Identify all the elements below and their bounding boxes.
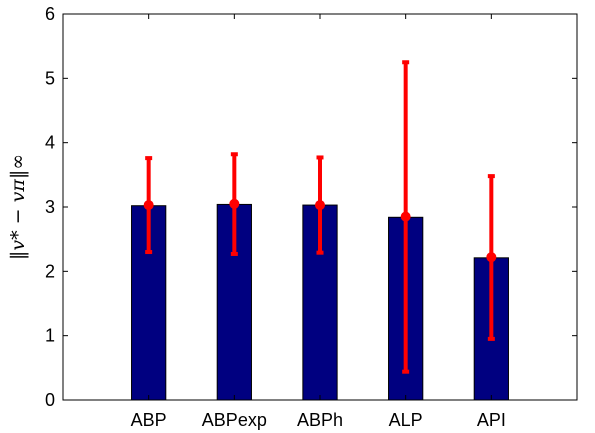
error-bar-api xyxy=(486,174,497,341)
y-tick-label: 6 xyxy=(45,4,55,24)
error-bar-abp xyxy=(143,156,154,255)
y-tick-label: 3 xyxy=(45,197,55,217)
x-axis-ticks: ABP ABPexp ABPh ALP API xyxy=(131,14,506,430)
x-tick-label-api: API xyxy=(477,410,506,430)
y-tick-label: 5 xyxy=(45,68,55,88)
x-tick-label-abp: ABP xyxy=(131,410,167,430)
y-axis-label: ‖v* − vπ‖∞ xyxy=(7,154,29,260)
error-bar-abpexp xyxy=(229,152,240,256)
y-tick-label: 1 xyxy=(45,326,55,346)
x-tick-label-abph: ABPh xyxy=(297,410,343,430)
x-tick-label-alp: ALP xyxy=(389,410,423,430)
error-bar-alp xyxy=(400,60,411,374)
y-tick-label: 2 xyxy=(45,261,55,281)
y-axis-ticks: 0 1 2 3 4 5 6 xyxy=(45,4,577,410)
x-tick-label-abpexp: ABPexp xyxy=(202,410,267,430)
y-tick-label: 0 xyxy=(45,390,55,410)
error-bar-abph xyxy=(315,155,325,255)
y-tick-label: 4 xyxy=(45,133,55,153)
error-bars-group xyxy=(143,60,497,374)
